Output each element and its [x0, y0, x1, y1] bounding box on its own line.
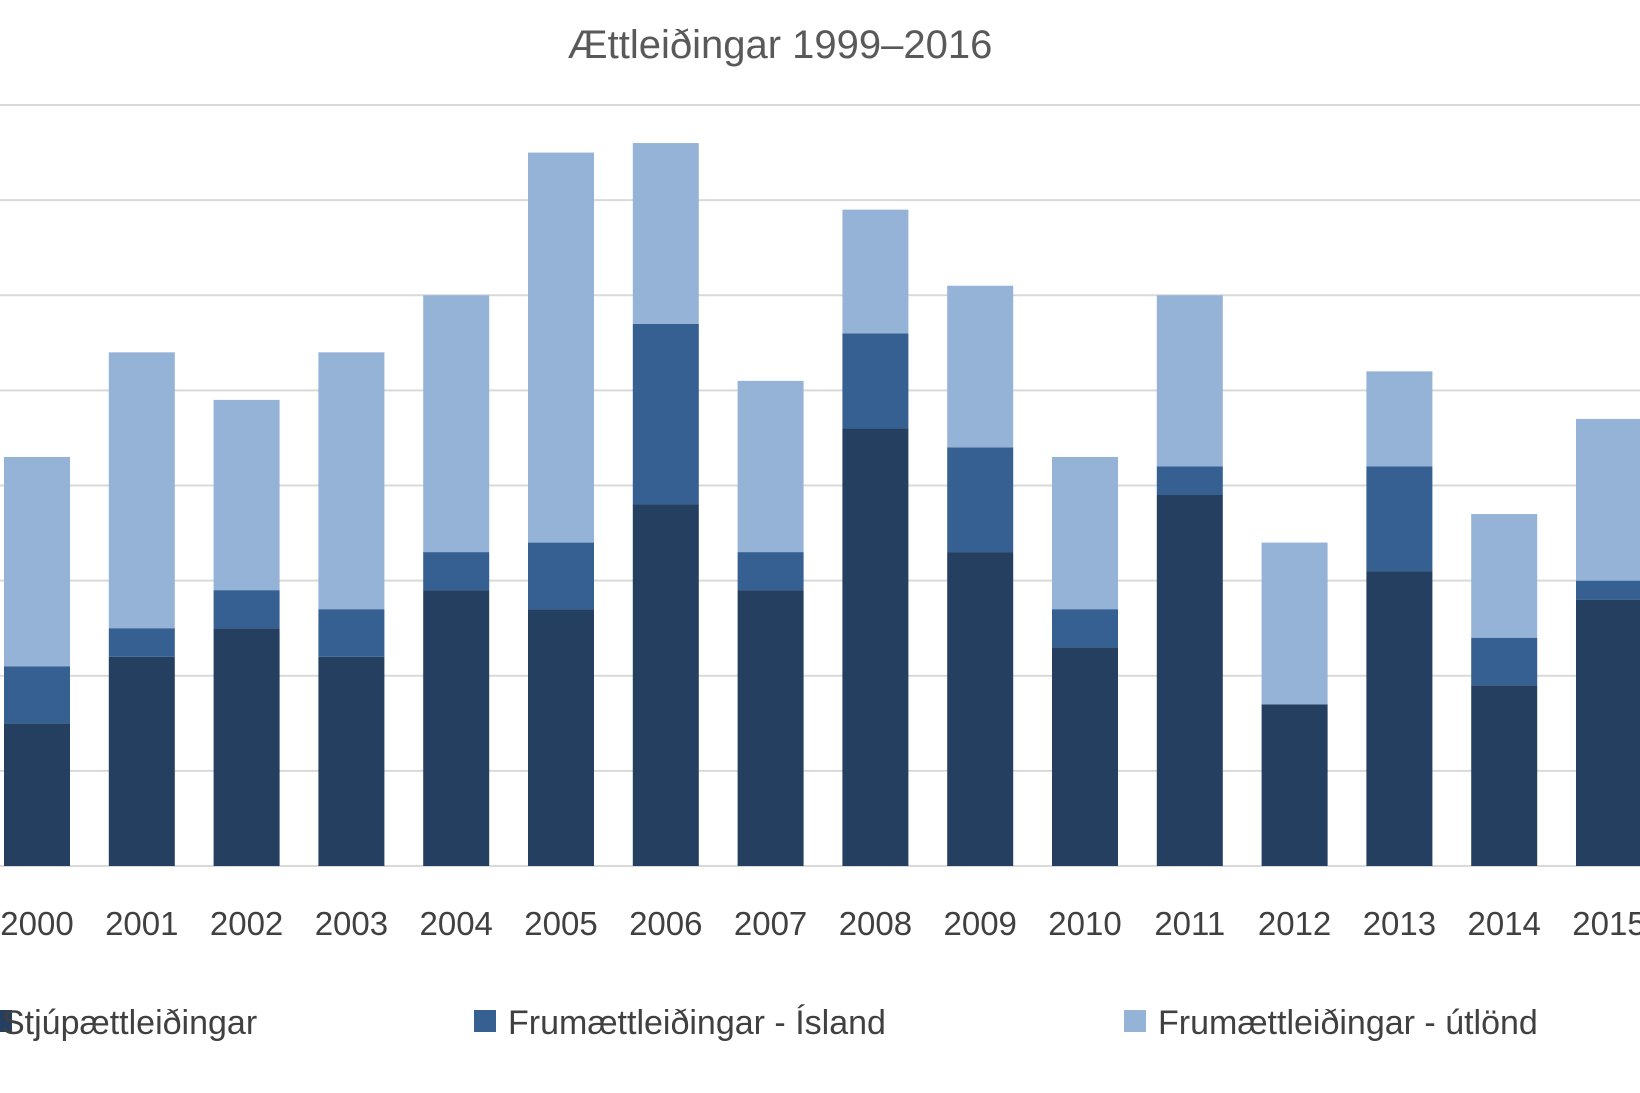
bar-segment-2000-series-1	[4, 666, 70, 724]
bar-segment-2001-series-0	[108, 656, 175, 866]
bar-segment-2000-series-0	[4, 723, 70, 866]
x-tick-label-2013: 2013	[1363, 905, 1436, 942]
bar-segment-2008-series-1	[842, 333, 909, 429]
x-tick-label-2005: 2005	[524, 905, 597, 942]
legend-swatch-frumaettleidingar-island	[474, 1010, 496, 1032]
chart-title: Ættleiðingar 1999–2016	[568, 23, 993, 67]
x-tick-label-2010: 2010	[1048, 905, 1121, 942]
bar-segment-2004-series-2	[423, 295, 490, 553]
bar-segment-2015-series-0	[1576, 599, 1640, 866]
bar-segment-2008-series-0	[842, 428, 909, 866]
x-tick-label-2012: 2012	[1258, 905, 1331, 942]
x-tick-label-2015: 2015	[1572, 905, 1640, 942]
bar-segment-2015-series-1	[1576, 580, 1640, 600]
bar-segment-2006-series-0	[632, 504, 699, 866]
bar-segment-2006-series-1	[632, 323, 699, 505]
x-tick-label-2003: 2003	[315, 905, 388, 942]
bar-segment-2010-series-0	[1052, 647, 1118, 866]
bar-segment-2009-series-0	[947, 552, 1014, 866]
legend-swatch-stjupaettleidingar	[0, 1010, 12, 1032]
bar-segment-2010-series-1	[1052, 609, 1118, 648]
x-tick-label-2011: 2011	[1154, 905, 1225, 942]
bar-segment-2014-series-0	[1471, 685, 1538, 866]
bar-segment-2008-series-2	[842, 209, 909, 334]
bar-segment-2001-series-2	[108, 352, 175, 629]
bar-segment-2000-series-2	[4, 456, 70, 667]
x-tick-label-2007: 2007	[734, 905, 807, 942]
bar-segment-2005-series-1	[528, 542, 594, 610]
bar-segment-2007-series-2	[737, 380, 804, 553]
legend-swatch-frumaettleidingar-utlond	[1124, 1010, 1146, 1032]
bar-stacks	[4, 143, 1640, 866]
bar-segment-2013-series-2	[1366, 371, 1433, 467]
bar-segment-2002-series-2	[213, 399, 280, 591]
bar-segment-2009-series-2	[947, 285, 1014, 448]
legend-label-stjupaettleidingar: Stjúpættleiðingar	[2, 1004, 257, 1042]
bar-segment-2012-series-0	[1261, 704, 1328, 866]
x-tick-label-2002: 2002	[210, 905, 283, 942]
x-tick-label-2008: 2008	[839, 905, 912, 942]
bar-segment-2003-series-1	[318, 609, 385, 657]
bar-segment-2011-series-1	[1156, 466, 1223, 496]
bar-segment-2002-series-1	[213, 590, 280, 629]
bar-segment-2005-series-2	[528, 152, 594, 543]
bar-segment-2005-series-0	[528, 609, 594, 866]
bar-segment-2014-series-2	[1471, 514, 1538, 638]
x-tick-label-2004: 2004	[419, 905, 492, 942]
x-tick-label-2009: 2009	[943, 905, 1016, 942]
bar-segment-2012-series-2	[1261, 542, 1328, 705]
bar-segment-2002-series-0	[213, 628, 280, 866]
bar-segment-2004-series-1	[423, 552, 490, 591]
bar-segment-2011-series-2	[1156, 295, 1223, 467]
x-axis-tick-labels: 2000 2001 2002 2003 2004 2005 2006 2007 2008 2009…	[0, 905, 1640, 942]
bar-segment-2009-series-1	[947, 447, 1014, 553]
bar-segment-2006-series-2	[632, 143, 699, 324]
bar-segment-2004-series-0	[423, 590, 490, 866]
x-tick-label-2014: 2014	[1467, 905, 1540, 942]
x-tick-label-2001: 2001	[105, 905, 178, 942]
legend-label-frumaettleidingar-utlond: Frumættleiðingar - útlönd	[1158, 1004, 1538, 1042]
x-tick-label-2006: 2006	[629, 905, 702, 942]
legend: Stjúpættleiðingar Frumættleiðingar - Ísl…	[0, 1004, 1538, 1042]
legend-label-frumaettleidingar-island: Frumættleiðingar - Ísland	[508, 1004, 886, 1042]
bar-segment-2010-series-2	[1052, 456, 1118, 610]
bar-segment-2003-series-0	[318, 656, 385, 866]
bar-segment-2003-series-2	[318, 352, 385, 610]
x-tick-label-2000: 2000	[0, 905, 73, 942]
bar-segment-2001-series-1	[108, 628, 175, 657]
bar-segment-2013-series-1	[1366, 466, 1433, 572]
bar-segment-2013-series-0	[1366, 571, 1433, 866]
bar-segment-2007-series-1	[737, 552, 804, 591]
bar-segment-2011-series-0	[1156, 495, 1223, 866]
bar-segment-2015-series-2	[1576, 418, 1640, 581]
bar-segment-2007-series-0	[737, 590, 804, 866]
bar-segment-2014-series-1	[1471, 637, 1538, 686]
